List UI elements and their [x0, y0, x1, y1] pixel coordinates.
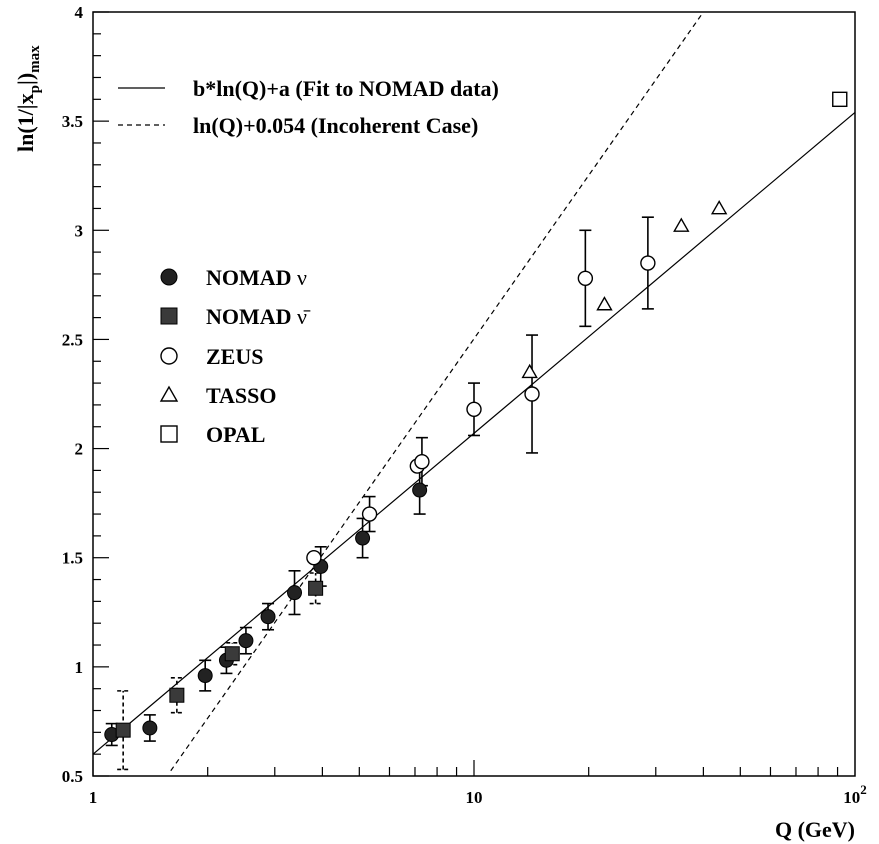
legend-line-label: ln(Q)+0.054 (Incoherent Case): [193, 113, 478, 138]
legend-series-label: OPAL: [206, 422, 265, 447]
y-tick-label: 2.5: [62, 330, 83, 349]
legend-series-label: TASSO: [206, 383, 277, 408]
y-axis-title: ln(1/|xp|)max: [13, 45, 43, 152]
x-tick-label: 10: [466, 788, 483, 807]
legend-series-label: NOMAD ν: [206, 265, 307, 290]
data-point-open-circle: [524, 386, 540, 402]
x-tick-label: 102: [843, 782, 867, 807]
data-point-filled-circle: [412, 482, 428, 498]
x-axis-title: Q (GeV): [775, 817, 855, 842]
legend-marker-open-circle: [160, 347, 178, 365]
data-point-filled-circle: [355, 530, 371, 546]
y-tick-label: 3.5: [62, 112, 83, 131]
legend-marker-open-square: [160, 425, 178, 443]
y-tick-label: 2: [75, 440, 84, 459]
data-point-open-circle: [306, 550, 322, 566]
data-point-open-circle: [466, 401, 482, 417]
data-point-filled-circle: [238, 633, 254, 649]
incoherent-case-line: [170, 11, 704, 772]
data-point-open-triangle: [521, 363, 538, 379]
legend-marker-filled-square: [160, 307, 178, 325]
data-point-open-circle: [361, 506, 378, 522]
legend-marker-open-triangle: [159, 385, 179, 402]
axis-ticks: 1 10 102 0.5 1 1.5 2 2.5 3 3.5 4: [62, 3, 867, 807]
data-point-open-circle: [640, 255, 656, 271]
error-bars: [105, 216, 654, 771]
data-point-filled-square: [169, 687, 185, 703]
y-tick-label: 1: [75, 658, 84, 677]
legend-marker-filled-circle: [160, 268, 178, 286]
data-point-filled-circle: [287, 585, 303, 601]
data-point-filled-circle: [142, 720, 158, 736]
data-point-filled-square: [115, 722, 131, 738]
legend-series-label: ZEUS: [206, 344, 263, 369]
y-tick-label: 1.5: [62, 549, 83, 568]
data-point-open-square: [832, 91, 848, 108]
data-point-open-circle: [577, 270, 594, 287]
y-tick-label: 3: [75, 221, 84, 240]
data-point-open-circle: [414, 453, 430, 470]
data-points: [104, 91, 848, 743]
x-tick-label: 1: [89, 788, 98, 807]
legend-line-label: b*ln(Q)+a (Fit to NOMAD data): [193, 76, 499, 101]
data-point-open-triangle: [673, 217, 690, 232]
data-point-open-triangle: [710, 200, 728, 215]
data-point-filled-circle: [260, 609, 276, 625]
y-tick-label: 0.5: [62, 767, 83, 786]
data-point-open-triangle: [596, 296, 613, 311]
data-point-filled-square: [224, 646, 240, 662]
y-tick-label: 4: [75, 3, 84, 22]
data-point-filled-circle: [197, 668, 213, 684]
legend-series-label: NOMAD ν̄: [206, 304, 311, 329]
data-point-filled-square: [308, 580, 324, 596]
legend: b*ln(Q)+a (Fit to NOMAD data) ln(Q)+0.054…: [118, 76, 499, 447]
